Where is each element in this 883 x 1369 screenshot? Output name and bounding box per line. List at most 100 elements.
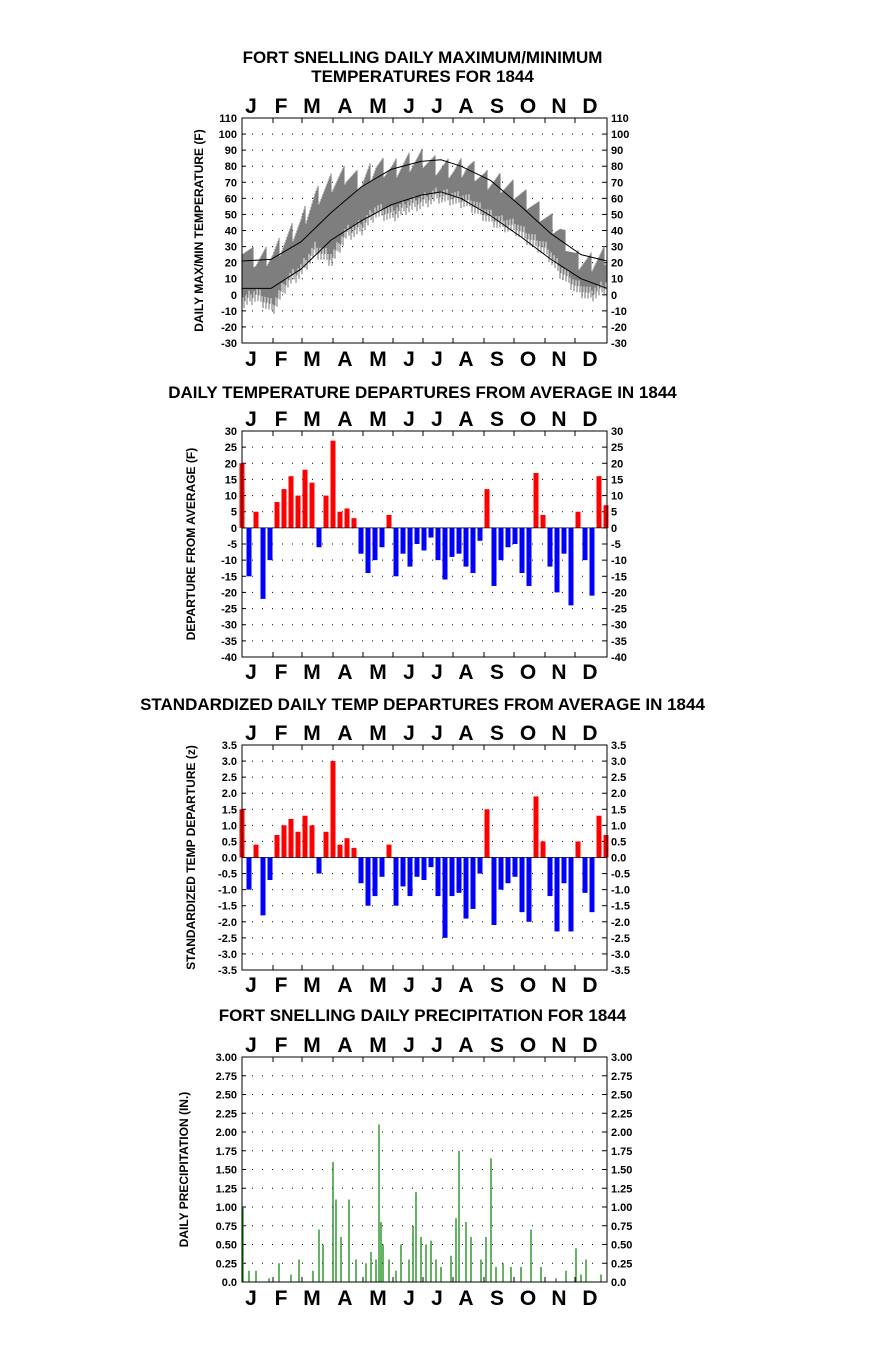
- month-label-bottom: O: [520, 348, 536, 371]
- y-tick-label-right: 2.00: [611, 1127, 632, 1139]
- month-label-top: A: [458, 95, 473, 118]
- y-tick-label-right: 0.0: [611, 1277, 626, 1289]
- positive-departure-bar: [253, 844, 259, 858]
- month-label-bottom: J: [245, 661, 257, 684]
- month-label-bottom: M: [303, 661, 321, 684]
- positive-departure-bar: [344, 508, 350, 528]
- month-label-top: J: [431, 1034, 443, 1057]
- month-label-top: A: [337, 95, 352, 118]
- y-tick-label-right: 20: [611, 258, 623, 270]
- negative-departure-bar: [407, 527, 413, 567]
- month-label-bottom: F: [275, 661, 288, 684]
- month-label-top: M: [303, 408, 321, 431]
- negative-departure-bar: [512, 857, 518, 877]
- y-tick-label-right: 0.75: [611, 1221, 632, 1233]
- negative-departure-bar: [358, 857, 364, 884]
- month-label-top: J: [245, 95, 257, 118]
- negative-departure-bar: [519, 857, 525, 913]
- y-axis-label: DEPARTURE FROM AVERAGE (F): [184, 448, 198, 640]
- month-label-bottom: N: [551, 1287, 566, 1310]
- y-tick-label-left: 2.0: [222, 788, 237, 800]
- month-label-top: J: [431, 408, 443, 431]
- plot-frame: [241, 430, 608, 658]
- negative-departure-bar: [463, 527, 469, 567]
- month-label-bottom: F: [275, 1287, 288, 1310]
- month-label-bottom: J: [403, 1287, 415, 1310]
- negative-departure-bar: [470, 527, 476, 574]
- plot-frame: [241, 744, 608, 971]
- y-tick-label-left: -35: [221, 636, 237, 648]
- y-tick-label-right: 0: [611, 290, 617, 302]
- month-label-bottom: J: [431, 974, 443, 997]
- month-label-bottom: J: [403, 661, 415, 684]
- month-label-top: M: [303, 1034, 321, 1057]
- positive-departure-bar: [330, 440, 336, 528]
- month-label-top: M: [369, 722, 387, 745]
- y-tick-label-right: 1.50: [611, 1165, 632, 1177]
- positive-departure-bar: [288, 818, 294, 858]
- negative-departure-bar: [498, 857, 504, 890]
- month-label-top: S: [490, 1034, 504, 1057]
- y-tick-label-left: 110: [219, 113, 237, 125]
- y-tick-label-right: -2.0: [611, 917, 630, 929]
- negative-departure-bar: [379, 857, 385, 877]
- month-label-bottom: D: [582, 348, 597, 371]
- month-label-top: J: [431, 722, 443, 745]
- month-label-top: O: [520, 1034, 536, 1057]
- month-label-top: A: [337, 1034, 352, 1057]
- y-tick-label-right: 2.25: [611, 1108, 632, 1120]
- month-label-top: F: [275, 722, 288, 745]
- positive-departure-bar: [351, 518, 357, 528]
- negative-departure-bar: [442, 527, 448, 580]
- positive-departure-bar: [295, 495, 301, 528]
- y-tick-label-right: 2.75: [611, 1071, 632, 1083]
- y-tick-label-right: -3.5: [611, 965, 630, 977]
- negative-departure-bar: [547, 857, 553, 897]
- y-tick-label-left: 1.5: [222, 804, 237, 816]
- y-tick-label-left: 0.0: [222, 1277, 237, 1289]
- y-axis-label: STANDARDIZED TEMP DEPARTURE (z): [184, 745, 198, 970]
- y-tick-label-right: 2.50: [611, 1090, 632, 1102]
- month-label-bottom: M: [369, 974, 387, 997]
- month-label-top: D: [582, 722, 597, 745]
- month-label-bottom: M: [303, 974, 321, 997]
- negative-departure-bar: [372, 527, 378, 561]
- month-label-top: F: [275, 1034, 288, 1057]
- positive-departure-bar: [274, 502, 280, 528]
- y-tick-label-right: 3.5: [611, 740, 626, 752]
- y-tick-label-right: 2.0: [611, 788, 626, 800]
- month-label-bottom: M: [303, 1287, 321, 1310]
- positive-departure-bar: [302, 815, 308, 858]
- negative-departure-bar: [512, 527, 518, 544]
- negative-departure-bar: [421, 857, 427, 880]
- y-tick-label-right: -5: [611, 539, 621, 551]
- negative-departure-bar: [400, 527, 406, 554]
- positive-departure-bar: [253, 511, 259, 528]
- positive-departure-bar: [351, 847, 357, 858]
- chart-title: STANDARDIZED DAILY TEMP DEPARTURES FROM …: [140, 695, 705, 714]
- y-tick-label-left: 5: [231, 507, 237, 519]
- y-tick-label-right: 0.25: [611, 1258, 632, 1270]
- month-label-top: O: [520, 408, 536, 431]
- y-tick-label-right: 50: [611, 209, 623, 221]
- negative-departure-bar: [400, 857, 406, 887]
- negative-departure-bar: [393, 857, 399, 906]
- y-tick-label-right: 40: [611, 226, 623, 238]
- negative-departure-bar: [463, 857, 469, 919]
- y-tick-label-right: -25: [611, 604, 627, 616]
- y-tick-label-left: -5: [227, 539, 237, 551]
- y-tick-label-right: 1.5: [611, 804, 626, 816]
- y-tick-label-left: 0.25: [216, 1258, 237, 1270]
- month-label-bottom: J: [245, 974, 257, 997]
- y-tick-label-left: 90: [225, 145, 237, 157]
- negative-departure-bar: [554, 857, 560, 932]
- y-tick-label-right: 1.75: [611, 1146, 632, 1158]
- y-tick-label-left: -10: [221, 555, 237, 567]
- negative-departure-bar: [547, 527, 553, 567]
- negative-departure-bar: [589, 527, 595, 596]
- y-tick-label-left: 0.50: [216, 1240, 237, 1252]
- chart-panel-3: STANDARDIZED DAILY TEMP DEPARTURES FROM …: [140, 695, 705, 997]
- negative-departure-bar: [267, 527, 273, 561]
- month-label-bottom: J: [403, 974, 415, 997]
